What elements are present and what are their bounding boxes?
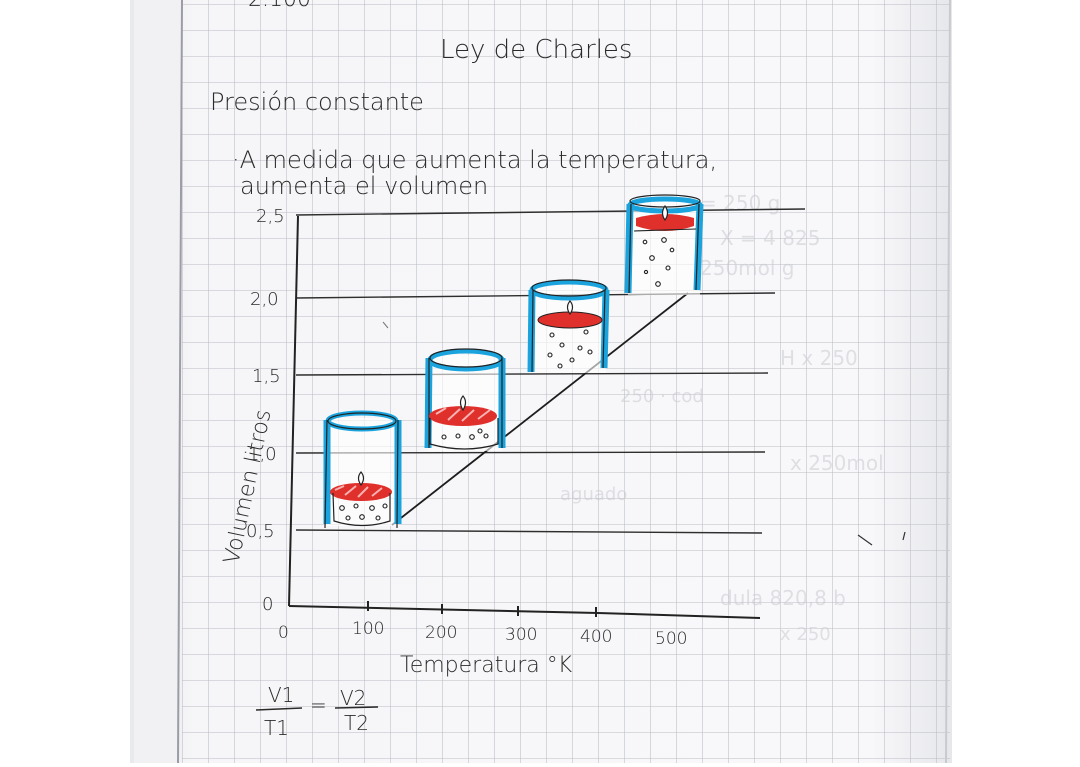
page-subtitle: Presión constante [210,88,424,116]
x-axis [288,605,761,619]
stray-mark [857,534,873,546]
top-fragment-text: 2.100 [248,0,311,12]
formula-t1: T1 [264,716,289,740]
svg-text:x 250mol: x 250mol [790,451,884,475]
charles-law-formula: V1 T1 = V2 T2 [255,683,379,740]
formula-v2: V2 [340,686,366,710]
x-tick-300: 300 [505,625,537,645]
bleed-through-text: = 250 g X = 4 825 250mol g H x 250 250 ·… [560,191,884,645]
page-title: Ley de Charles [440,35,632,65]
cylinder-300k [527,279,610,373]
notebook-paper [130,0,952,764]
svg-text:aguado: aguado [560,484,627,505]
y-tick-2-0: 2,0 [250,289,279,310]
chart-axes [288,215,761,619]
formula-equals: = [310,693,327,717]
x-tick-labels: 0 100 200 300 400 500 [278,619,687,649]
x-tick-400: 400 [580,627,612,647]
y-tick-0-5: 0,5 [246,521,275,542]
cylinder-100k [323,410,402,529]
y-axis [288,215,299,607]
x-tick-200: 200 [425,623,457,643]
stray-mark [382,321,389,329]
y-tick-2-5: 2,5 [256,206,285,227]
margin-line [177,0,183,764]
formula-t2: T2 [344,711,369,735]
x-tick-500: 500 [655,629,687,649]
svg-text:x 250: x 250 [780,624,831,645]
y-tick-labels: 2,5 2,0 1,5 1,0 0,5 0 [246,206,285,615]
svg-text:X = 4 825: X = 4 825 [720,226,820,250]
trend-line [391,292,689,526]
candle-icon [429,395,499,450]
cylinder-400k [624,194,704,295]
cylinder-200k [424,348,506,451]
svg-text:H x 250: H x 250 [780,346,858,370]
y-tick-1-0: 1,0 [248,444,277,465]
candle-icon [633,204,697,287]
svg-text:250 · cod: 250 · cod [620,386,704,407]
formula-v1: V1 [268,683,294,707]
svg-text:250mol g: 250mol g [700,256,795,280]
statement-line-1: ·A medida que aumenta la temperatura, [232,146,717,174]
x-tick-100: 100 [352,619,384,639]
svg-text:dula 820,8 b: dula 820,8 b [720,586,846,610]
x-tick-0: 0 [278,623,289,643]
x-axis-label: Temperatura °K [400,653,573,678]
svg-text:= 250 g: = 250 g [700,191,780,215]
charles-law-chart: 2,5 2,0 1,5 1,0 0,5 0 0 100 200 300 400 … [219,194,806,678]
statement-line-2: aumenta el volumen [240,172,488,200]
stray-mark [902,531,906,541]
candle-icon [537,300,603,369]
y-tick-1-5: 1,5 [252,366,281,387]
candle-icon [330,471,392,527]
y-tick-0: 0 [262,594,273,615]
